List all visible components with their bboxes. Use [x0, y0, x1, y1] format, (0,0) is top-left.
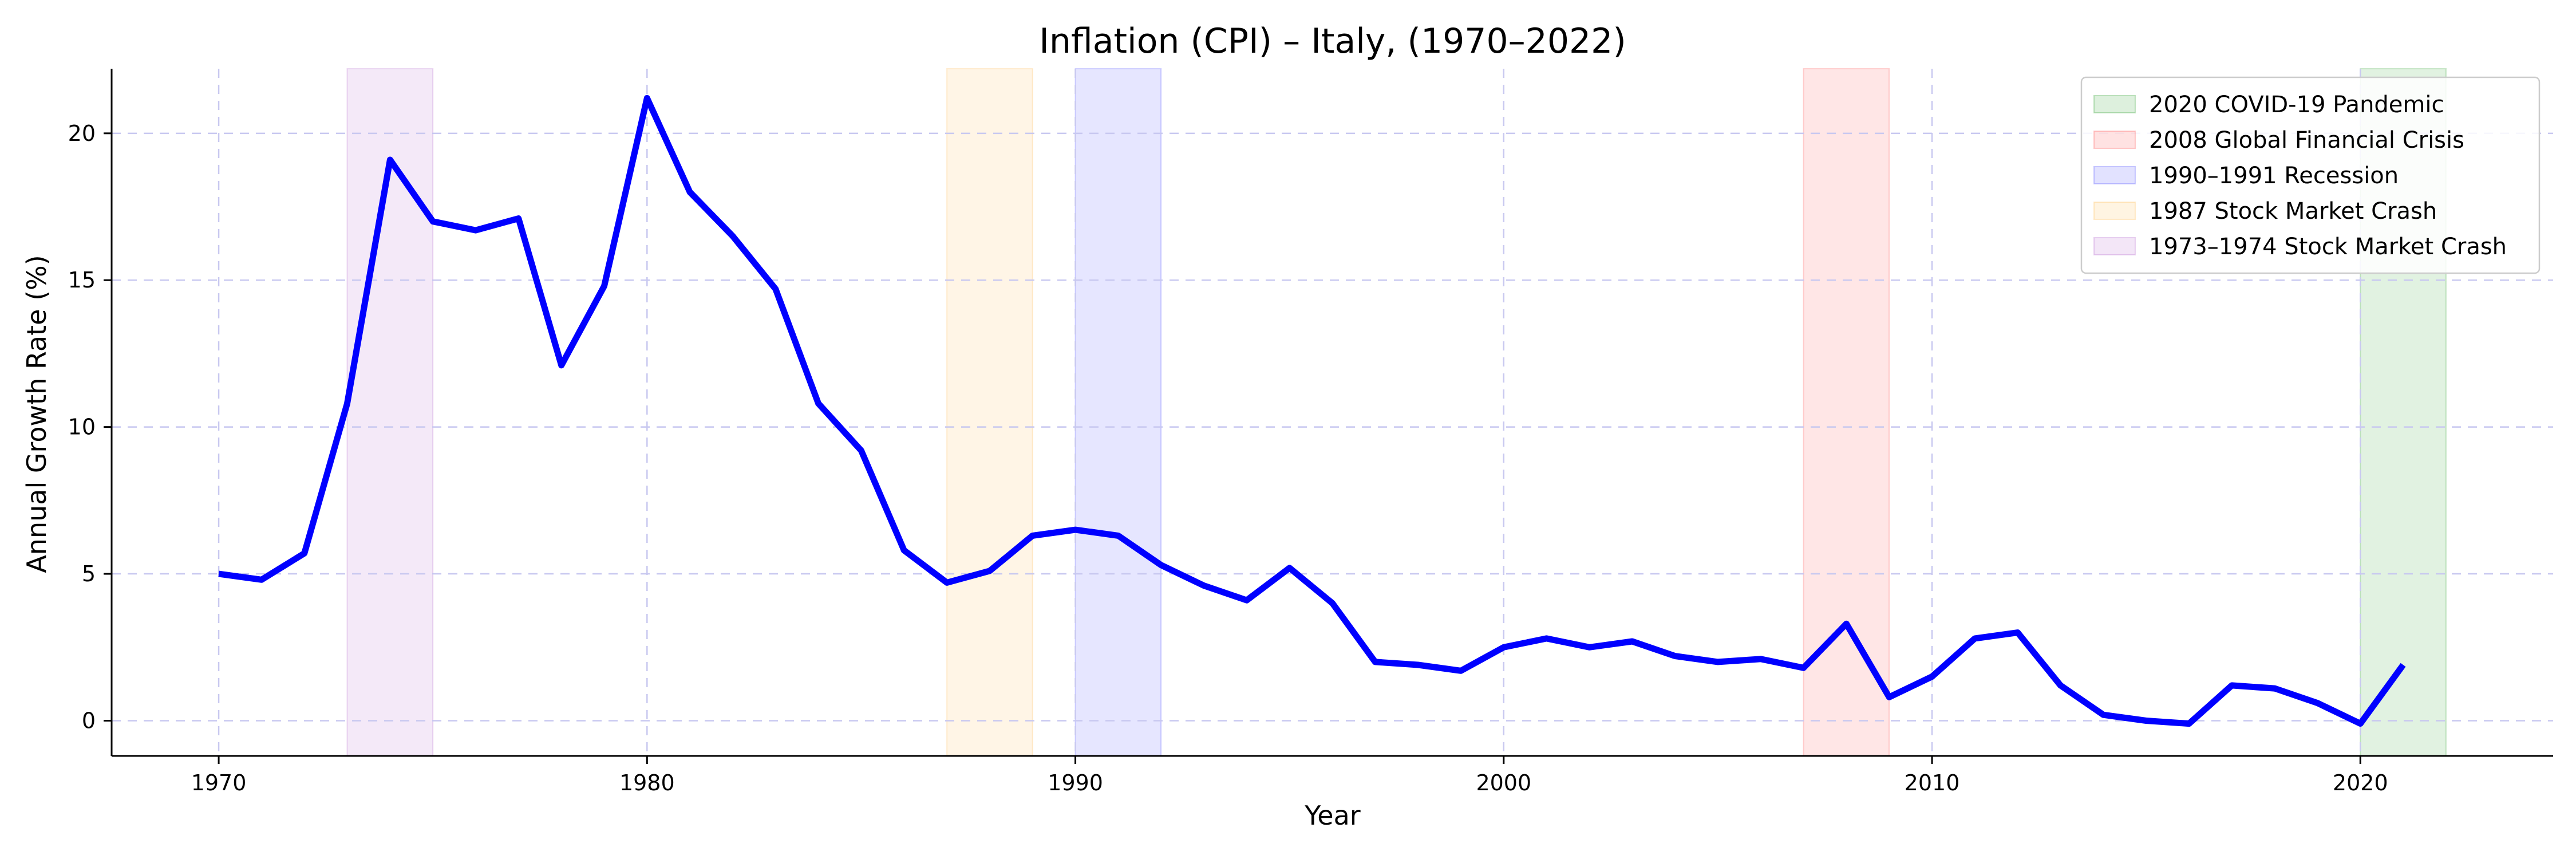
- legend-swatch: [2093, 237, 2136, 255]
- legend-swatch: [2093, 202, 2136, 220]
- legend-swatch: [2093, 166, 2136, 184]
- legend-label: 1987 Stock Market Crash: [2149, 198, 2437, 224]
- series: [218, 94, 2406, 727]
- y-tick-label: 0: [82, 708, 96, 733]
- shaded-period: [1803, 68, 1890, 756]
- x-tick-label: 1970: [191, 770, 247, 795]
- legend-swatch: [2093, 95, 2136, 113]
- x-tick-label: 2010: [1905, 770, 1960, 795]
- y-tick-label: 15: [68, 267, 96, 293]
- x-tick-label: 1990: [1048, 770, 1103, 795]
- legend-label: 2008 Global Financial Crisis: [2149, 127, 2464, 153]
- x-tick-label: 2020: [2333, 770, 2388, 795]
- grid: [112, 69, 2553, 756]
- tick-labels: 1970 1980 1990 2000 2010 2020 0 5 10 15 20: [68, 121, 2388, 795]
- x-tick-label: 1980: [619, 770, 675, 795]
- legend-label: 2020 COVID-19 Pandemic: [2149, 92, 2444, 118]
- legend-swatch: [2093, 131, 2136, 149]
- axes: [104, 69, 2553, 764]
- y-tick-label: 5: [82, 561, 96, 586]
- y-tick-label: 10: [68, 415, 96, 440]
- shaded-periods: [346, 68, 2447, 756]
- chart-title: Inflation (CPI) – Italy, (1970–2022): [1039, 21, 1626, 61]
- x-axis-label: Year: [1304, 800, 1360, 831]
- x-tick-label: 2000: [1476, 770, 1531, 795]
- series-line: [218, 94, 2406, 727]
- shaded-period: [946, 68, 1033, 756]
- legend: 2020 COVID-19 Pandemic 2008 Global Financ…: [2080, 76, 2541, 274]
- shaded-period: [1074, 68, 1162, 756]
- legend-frame: [2080, 76, 2541, 274]
- y-tick-label: 20: [68, 121, 96, 146]
- legend-label: 1973–1974 Stock Market Crash: [2149, 234, 2507, 260]
- y-axis-label: Annual Growth Rate (%): [21, 255, 52, 573]
- legend-label: 1990–1991 Recession: [2149, 163, 2399, 189]
- shaded-period: [346, 68, 434, 756]
